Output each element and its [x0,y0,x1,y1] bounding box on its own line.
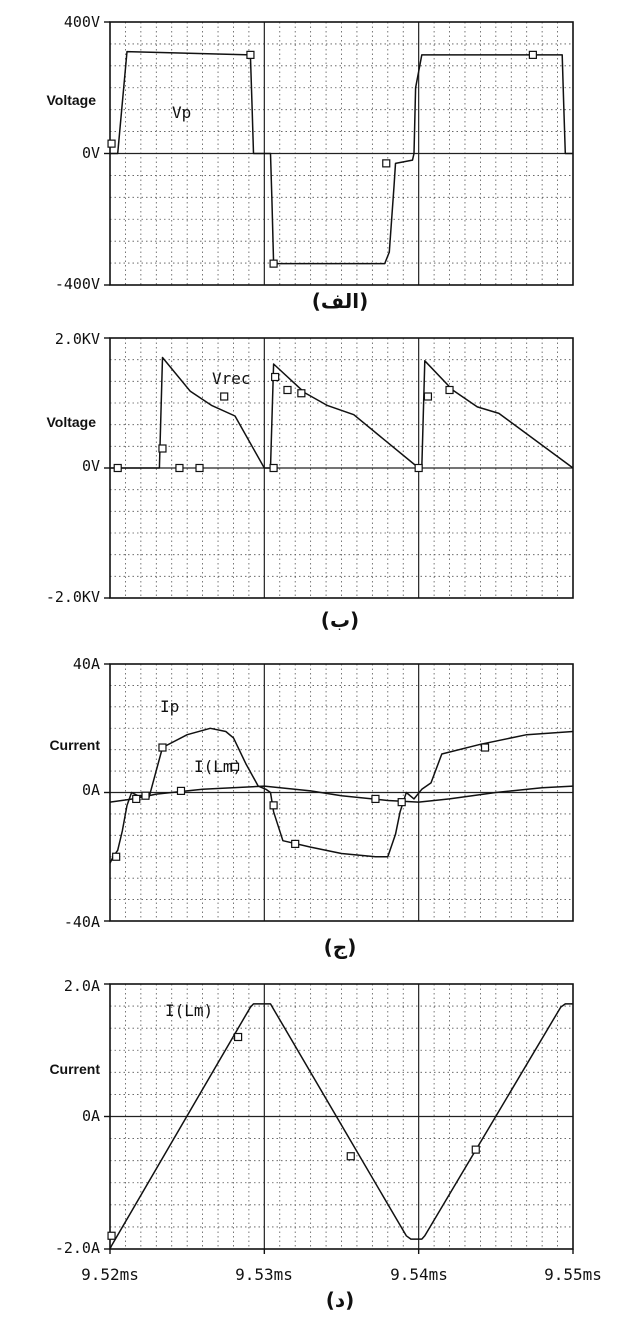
data-marker [175,463,184,473]
y-tick-bottom: -400V [55,275,100,293]
series-label: Ip [160,697,179,716]
data-marker [291,839,300,849]
data-marker [176,786,186,795]
data-marker [480,743,490,752]
x-tick-label: 9.54ms [390,1265,448,1284]
data-marker [269,259,278,268]
data-marker [230,762,240,771]
data-marker [471,1145,480,1154]
data-marker [271,372,280,382]
y-tick-bottom: -2.0KV [46,588,100,606]
data-marker [414,463,423,473]
series-trace-ip [109,727,574,864]
data-marker [397,798,406,807]
data-marker [445,385,454,395]
data-marker [269,463,278,473]
series-trace-ilm [109,785,574,803]
y-tick-zero: 0A [82,1107,100,1125]
y-axis-label: Current [49,1061,100,1077]
data-marker [246,50,255,59]
panel-caption: (ب) [321,608,359,632]
series-label: I(Lm) [165,1001,213,1020]
data-marker [220,392,229,401]
data-marker [297,389,306,398]
y-tick-zero: 0V [82,144,100,162]
panel-vrec: 2.0KV 0V -2.0KV Voltage (ب) Vrec [46,330,574,632]
series-trace-vp [110,50,573,265]
panel-vp: 400V 0V -400V Voltage (الف) Vp [46,13,574,313]
data-marker [158,743,167,752]
x-tick-label: 9.53ms [235,1265,293,1284]
series-label: Vp [172,103,191,122]
panel-ip: 40A 0A -40A Current (ج) Ip I(Lm) [49,655,574,959]
y-axis-label: Current [49,737,100,753]
data-marker [423,392,433,401]
y-tick-top: 400V [64,13,100,31]
y-tick-zero: 0A [82,781,100,799]
y-tick-top: 2.0KV [55,330,100,348]
series-label: I(Lm) [194,757,242,776]
data-marker [107,139,116,148]
data-marker [158,444,167,453]
data-marker [107,1231,116,1240]
data-marker [233,1032,243,1042]
panel-caption: (ج) [324,935,357,959]
data-marker [195,463,204,473]
series-label: Vrec [212,369,251,388]
y-tick-bottom: -40A [64,913,100,931]
data-marker [132,794,141,804]
x-tick-label: 9.55ms [544,1265,602,1284]
x-tick-label: 9.52ms [81,1265,139,1284]
data-marker [141,791,150,800]
data-marker [283,385,292,395]
data-marker [112,852,121,861]
y-tick-top: 2.0A [64,977,100,995]
data-marker [382,159,391,168]
y-axis-label: Voltage [46,92,96,108]
data-marker [113,463,122,473]
panel-caption: (الف) [312,289,368,313]
y-tick-top: 40A [73,655,100,673]
data-marker [371,794,380,804]
data-marker [269,801,278,810]
y-tick-bottom: -2.0A [55,1239,100,1257]
panel-caption: (د) [326,1288,355,1312]
y-tick-zero: 0V [82,457,100,475]
y-axis-label: Voltage [46,414,96,430]
data-marker [528,50,537,59]
data-marker [346,1152,355,1161]
panel-ilm: 2.0A 0A -2.0A Current 9.52ms 9.53ms 9.54… [49,977,601,1312]
series-trace-ilm [109,1003,573,1250]
